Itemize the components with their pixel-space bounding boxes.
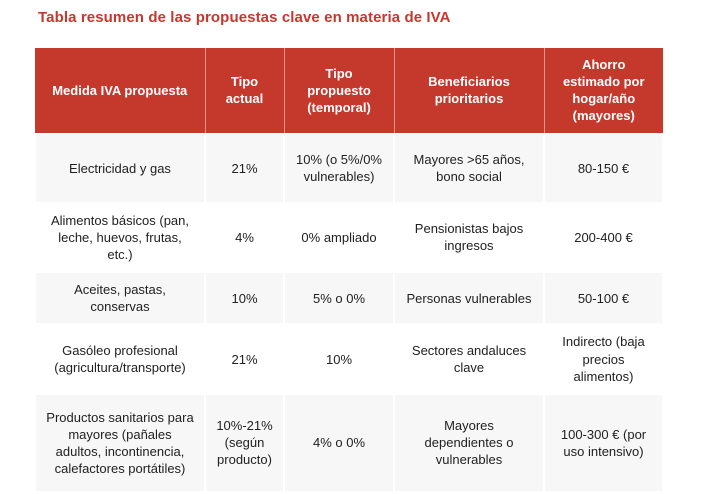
table-cell: Pensionistas bajos ingresos [393,201,545,274]
table-cell: 80-150 € [543,132,664,204]
table-cell: 10%-21% (según producto) [204,392,285,493]
column-header-tipo-actual: Tipo actual [205,48,285,134]
table-cell: 21% [204,132,285,204]
table-cell: 10% [283,323,395,395]
table-cell: 4% [204,201,285,274]
summary-table: Medida IVA propuesta Tipo actual Tipo pr… [34,48,664,493]
table-row: Gasóleo profesional (agricultura/transpo… [34,323,664,395]
column-header-ahorro: Ahorro estimado por hogar/año (mayores) [544,48,663,134]
table-cell: Sectores andaluces clave [393,323,545,395]
table-row: Electricidad y gas 21% 10% (o 5%/0% vuln… [34,132,664,204]
table-cell: Alimentos básicos (pan, leche, huevos, f… [34,201,206,274]
table-cell: 200-400 € [543,201,664,274]
column-header-tipo-propuesto: Tipo propuesto (temporal) [284,48,395,134]
table-cell: Mayores >65 años, bono social [393,132,545,204]
table-cell: 100-300 € (por uso intensivo) [543,392,664,493]
table-cell: Aceites, pastas, conservas [34,271,206,326]
page-title: Tabla resumen de las propuestas clave en… [38,9,451,26]
table-cell: Productos sanitarios para mayores (pañal… [34,392,206,493]
table-header-row: Medida IVA propuesta Tipo actual Tipo pr… [35,48,663,134]
table-row: Aceites, pastas, conservas 10% 5% o 0% P… [34,271,664,326]
table-cell: Gasóleo profesional (agricultura/transpo… [34,323,206,395]
table-cell: 10% (o 5%/0% vulnerables) [283,132,395,204]
column-header-beneficiarios: Beneficiarios prioritarios [394,48,545,134]
table-cell: Indirecto (baja precios alimentos) [543,323,664,395]
table-cell: 0% ampliado [283,201,395,274]
table-cell: Mayores dependientes o vulnerables [393,392,545,493]
table-cell: Electricidad y gas [34,132,206,204]
table-cell: Personas vulnerables [393,271,545,326]
table-row: Productos sanitarios para mayores (pañal… [34,392,664,493]
table-cell: 21% [204,323,285,395]
table-cell: 5% o 0% [283,271,395,326]
table-cell: 4% o 0% [283,392,395,493]
table-row: Alimentos básicos (pan, leche, huevos, f… [34,201,664,274]
column-header-medida: Medida IVA propuesta [35,48,206,134]
table-cell: 10% [204,271,285,326]
table-cell: 50-100 € [543,271,664,326]
